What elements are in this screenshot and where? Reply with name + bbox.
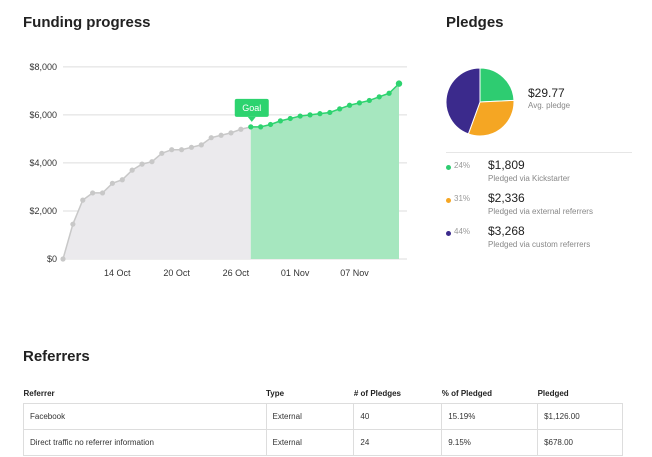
type-cell: External	[265, 402, 355, 430]
goal-callout-pointer	[247, 116, 256, 122]
avg-pledge-value: $29.77	[528, 86, 565, 100]
post-goal-area	[250, 83, 399, 259]
data-point	[238, 126, 244, 132]
pledges-count-cell: 40	[353, 402, 443, 430]
data-point	[307, 112, 313, 118]
data-point	[208, 135, 214, 141]
data-point	[258, 124, 264, 130]
data-point	[178, 147, 185, 153]
y-tick-label: $4,000	[29, 158, 57, 168]
data-point	[218, 132, 224, 138]
pledge-percent: 31%	[454, 194, 471, 203]
data-point	[386, 90, 392, 96]
goal-marker: Goal	[234, 98, 269, 122]
percent-pledged-cell: 9.15%	[441, 428, 539, 456]
goal-callout-box	[234, 98, 269, 117]
legend-dot	[446, 198, 451, 203]
pre-goal-area	[63, 126, 251, 259]
referrer-cell: Direct traffic no referrer information	[23, 428, 267, 456]
pledges-count-cell: 24	[353, 428, 443, 456]
data-point	[346, 102, 353, 108]
data-point	[376, 94, 382, 100]
data-point	[228, 130, 234, 136]
table-row[interactable]: Facebook External 40 15.19% $1,126.00	[23, 402, 623, 430]
y-tick-label: $0	[47, 254, 57, 264]
data-point	[248, 124, 254, 130]
data-point	[198, 142, 204, 148]
x-tick-label: 14 Oct	[104, 268, 131, 278]
x-tick-label: 01 Nov	[281, 268, 310, 278]
pledged-cell: $1,126.00	[537, 402, 623, 430]
percent-pledged-cell: 15.19%	[441, 402, 539, 430]
data-point	[90, 190, 96, 196]
data-point	[297, 113, 303, 119]
y-tick-label: $8,000	[29, 62, 57, 72]
y-tick-label: $6,000	[29, 110, 57, 120]
x-tick-label: 07 Nov	[340, 268, 369, 278]
pie-slice	[467, 99, 514, 136]
data-point	[119, 177, 125, 183]
table-header-row: Referrer Type # of Pledges % of Pledged …	[23, 384, 623, 404]
column-header-type[interactable]: Type	[266, 384, 354, 404]
column-header-referrer[interactable]: Referrer	[23, 384, 266, 404]
data-point	[337, 106, 343, 112]
data-point	[287, 115, 293, 122]
data-point	[109, 180, 116, 186]
pledges-divider	[446, 152, 632, 153]
pledge-breakdown-external: 31% $2,336 Pledged via external referrer…	[446, 191, 646, 223]
x-tick-label: 26 Oct	[223, 268, 250, 278]
data-point	[356, 100, 363, 106]
referrer-cell: Facebook	[23, 402, 267, 430]
legend-dot	[446, 231, 451, 236]
table-row[interactable]: Direct traffic no referrer information E…	[23, 428, 623, 456]
funding-progress-chart: $0 $2,000 $4,000 $6,000 $8,000 14 Oct 20 Oct 26…	[29, 62, 407, 278]
data-point	[129, 167, 135, 173]
data-point	[395, 80, 403, 87]
pledge-source: Pledged via external referrers	[488, 207, 593, 216]
pledge-amount: $2,336	[488, 191, 525, 205]
referrers-table: Referrer Type # of Pledges % of Pledged …	[23, 384, 623, 456]
data-point	[99, 190, 106, 196]
data-point	[60, 256, 66, 262]
pledge-percent: 24%	[454, 161, 471, 170]
data-point	[317, 111, 323, 117]
data-point	[139, 161, 145, 167]
pledged-cell: $678.00	[537, 428, 623, 456]
pledge-percent: 44%	[454, 227, 471, 236]
pledge-breakdown-kickstarter: 24% $1,809 Pledged via Kickstarter	[446, 158, 646, 190]
data-point	[80, 197, 86, 203]
data-point	[159, 150, 165, 156]
data-point	[188, 144, 195, 150]
pledge-amount: $1,809	[488, 158, 525, 172]
y-tick-label: $2,000	[29, 206, 57, 216]
pledges-pie-chart	[446, 68, 514, 136]
funding-progress-title: Funding progress	[23, 14, 151, 31]
data-point	[149, 159, 155, 165]
post-goal-line	[250, 83, 400, 128]
pie-slice	[479, 68, 514, 103]
pie-slice	[446, 68, 481, 135]
column-header-pledged[interactable]: Pledged	[537, 384, 623, 404]
legend-dot	[446, 165, 451, 170]
goal-label: Goal	[242, 103, 261, 113]
pledge-amount: $3,268	[488, 224, 525, 238]
pledge-source: Pledged via custom referrers	[488, 240, 591, 249]
data-point	[169, 147, 175, 153]
data-point	[267, 121, 274, 128]
pledge-source: Pledged via Kickstarter	[488, 174, 570, 183]
avg-pledge-label: Avg. pledge	[528, 101, 571, 110]
column-header-percent-pledged[interactable]: % of Pledged	[441, 384, 538, 404]
pledges-title: Pledges	[446, 14, 504, 31]
data-point	[70, 221, 76, 227]
column-header-pledges-count[interactable]: # of Pledges	[353, 384, 442, 404]
data-point	[277, 118, 284, 124]
data-point	[327, 109, 333, 116]
referrers-title: Referrers	[23, 348, 90, 365]
data-point	[366, 97, 372, 104]
pledge-breakdown-custom: 44% $3,268 Pledged via custom referrers	[446, 224, 646, 256]
x-tick-label: 20 Oct	[163, 268, 190, 278]
type-cell: External	[265, 428, 355, 456]
